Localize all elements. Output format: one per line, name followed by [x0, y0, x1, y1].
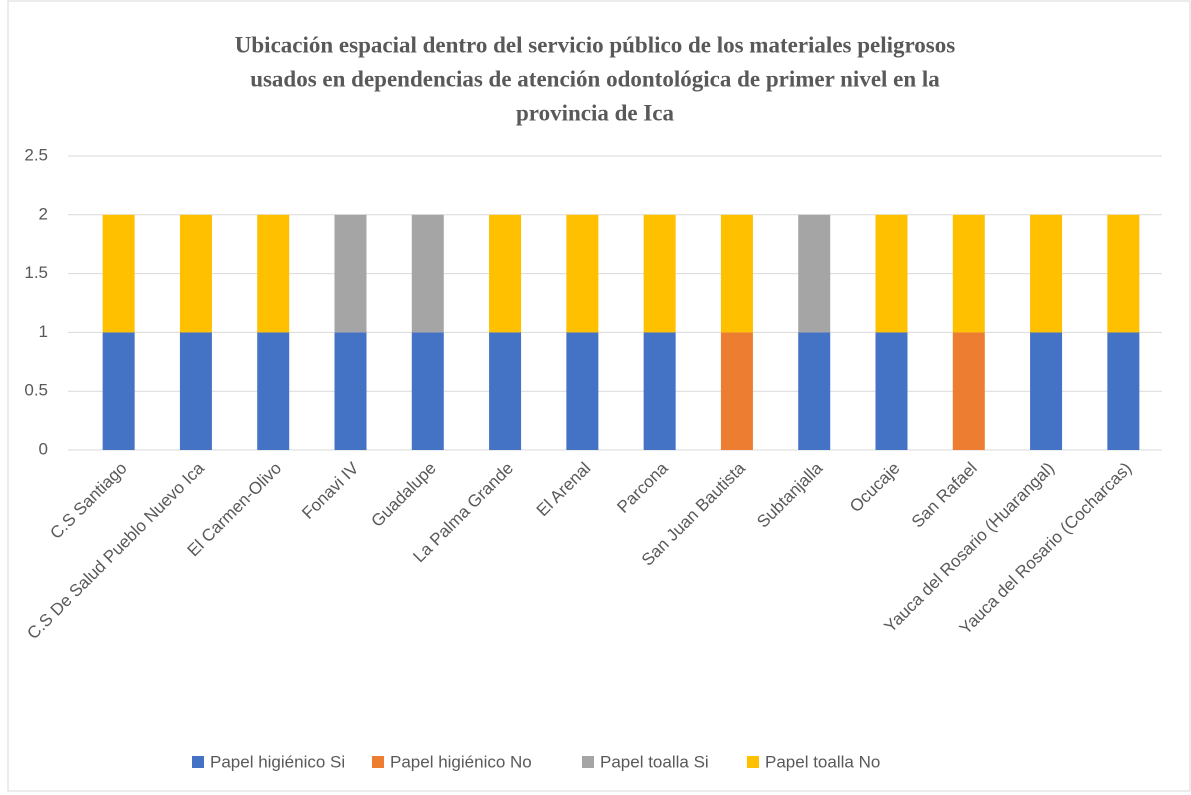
bar-segment [179, 332, 212, 450]
bar-segment [1030, 332, 1063, 450]
chart-title: Ubicación espacial dentro del servicio p… [235, 32, 955, 57]
chart-title: usados en dependencias de atención odont… [250, 66, 940, 91]
y-tick-label: 1 [39, 322, 48, 341]
bar-segment [720, 214, 753, 333]
bar-segment [102, 332, 135, 450]
bar-segment [875, 214, 908, 333]
bar-segment [566, 332, 599, 450]
bar-segment [566, 214, 599, 333]
bar-segment [875, 332, 908, 450]
legend-label: Papel toalla No [765, 752, 880, 771]
legend-swatch [192, 756, 204, 768]
bar-segment [334, 214, 367, 333]
y-tick-label: 0 [39, 439, 48, 458]
y-tick-label: 1.5 [24, 263, 48, 282]
chart-title: provincia de Ica [516, 100, 675, 125]
y-tick-label: 2.5 [24, 145, 48, 164]
bar-segment [102, 214, 135, 333]
bar-segment [643, 214, 676, 333]
bar-segment [334, 332, 367, 450]
legend-swatch [582, 756, 594, 768]
bar-segment [1107, 332, 1140, 450]
bar-segment [411, 332, 444, 450]
bar-segment [1107, 214, 1140, 333]
bar-segment [720, 332, 753, 450]
legend-label: Papel toalla Si [600, 752, 709, 771]
y-tick-label: 2 [39, 204, 48, 223]
bar-segment [952, 214, 985, 333]
bar-segment [489, 332, 522, 450]
bar-segment [411, 214, 444, 333]
bar-segment [257, 214, 290, 333]
bar-segment [952, 332, 985, 450]
bar-segment [798, 332, 831, 450]
bar-segment [257, 332, 290, 450]
legend-swatch [372, 756, 384, 768]
bar-segment [798, 214, 831, 333]
legend-label: Papel higiénico No [390, 752, 532, 771]
bar-segment [489, 214, 522, 333]
y-tick-label: 0.5 [24, 381, 48, 400]
legend-label: Papel higiénico Si [210, 752, 345, 771]
legend-swatch [747, 756, 759, 768]
bar-segment [643, 332, 676, 450]
bar-segment [179, 214, 212, 333]
bar-segment [1030, 214, 1063, 333]
